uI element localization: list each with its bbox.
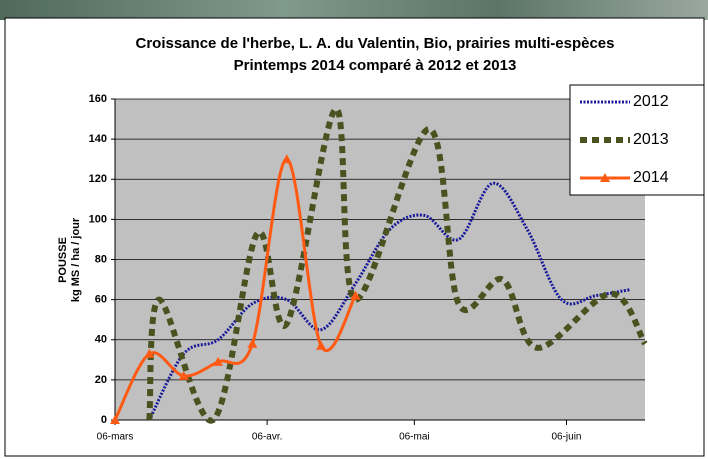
legend-label: 2012 xyxy=(633,93,669,110)
y-tick-label: 40 xyxy=(95,334,107,346)
chart: Croissance de l'herbe, L. A. du Valentin… xyxy=(0,0,708,459)
y-tick-label: 160 xyxy=(89,93,107,105)
x-tick-label: 06-juin xyxy=(551,432,581,443)
y-tick-label: 60 xyxy=(95,294,107,306)
chart-title: Croissance de l'herbe, L. A. du Valentin… xyxy=(136,35,615,52)
x-tick-label: 06-mai xyxy=(399,432,430,443)
chart-subtitle: Printemps 2014 comparé à 2012 et 2013 xyxy=(234,57,517,74)
legend-label: 2013 xyxy=(633,131,669,148)
y-tick-label: 20 xyxy=(95,374,107,386)
y-axis-label: POUSSE xyxy=(57,237,69,283)
y-tick-label: 80 xyxy=(95,253,107,265)
x-tick-label: 06-mars xyxy=(97,432,134,443)
photo-strip xyxy=(0,0,708,20)
y-tick-label: 140 xyxy=(89,133,107,145)
page: Croissance de l'herbe, L. A. du Valentin… xyxy=(0,0,708,459)
legend-label: 2014 xyxy=(633,169,669,186)
y-tick-label: 120 xyxy=(89,173,107,185)
y-axis-label: kg MS / ha / jour xyxy=(70,217,82,302)
x-tick-label: 06-avr. xyxy=(252,432,283,443)
y-tick-label: 100 xyxy=(89,213,107,225)
y-tick-label: 0 xyxy=(101,414,107,426)
